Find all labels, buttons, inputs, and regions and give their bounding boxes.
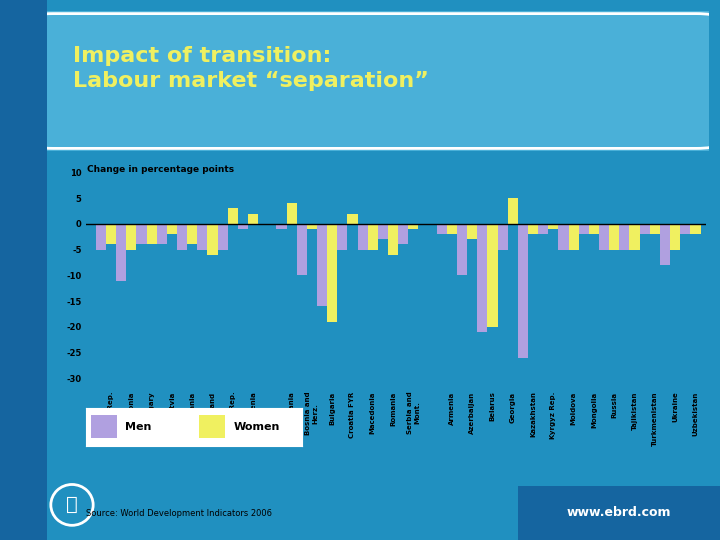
- Bar: [207, 224, 217, 255]
- Bar: [528, 224, 538, 234]
- Bar: [619, 224, 629, 249]
- Bar: [408, 224, 418, 229]
- Bar: [368, 224, 378, 249]
- Bar: [680, 224, 690, 234]
- Bar: [238, 224, 248, 229]
- Bar: [467, 224, 477, 239]
- Bar: [559, 224, 569, 249]
- Bar: [508, 198, 518, 224]
- Bar: [197, 224, 207, 249]
- Bar: [297, 224, 307, 275]
- FancyBboxPatch shape: [91, 415, 117, 438]
- Bar: [436, 224, 446, 234]
- Text: Ⓞ: Ⓞ: [66, 495, 78, 515]
- Bar: [589, 224, 599, 234]
- FancyBboxPatch shape: [199, 415, 225, 438]
- Bar: [398, 224, 408, 245]
- Bar: [106, 224, 116, 245]
- Bar: [248, 213, 258, 224]
- Bar: [457, 224, 467, 275]
- Bar: [660, 224, 670, 265]
- Text: Men: Men: [125, 422, 152, 431]
- Bar: [446, 224, 457, 234]
- Bar: [287, 203, 297, 224]
- Bar: [487, 224, 498, 327]
- Bar: [327, 224, 337, 322]
- Bar: [388, 224, 398, 255]
- Text: Impact of transition:
Labour market “separation”: Impact of transition: Labour market “sep…: [73, 46, 429, 91]
- Bar: [228, 208, 238, 224]
- Bar: [157, 224, 167, 245]
- Bar: [378, 224, 388, 239]
- Text: Source: World Development Indicators 2006: Source: World Development Indicators 200…: [86, 509, 272, 518]
- Bar: [136, 224, 147, 245]
- Bar: [358, 224, 368, 249]
- Bar: [348, 213, 358, 224]
- Bar: [167, 224, 177, 234]
- Bar: [548, 224, 559, 229]
- Bar: [126, 224, 136, 249]
- Bar: [498, 224, 508, 249]
- Bar: [670, 224, 680, 249]
- Bar: [579, 224, 589, 234]
- Bar: [337, 224, 348, 249]
- Bar: [96, 224, 106, 249]
- Bar: [639, 224, 649, 234]
- Text: Women: Women: [233, 422, 279, 431]
- Text: www.ebrd.com: www.ebrd.com: [567, 507, 672, 519]
- Bar: [116, 224, 126, 281]
- Bar: [307, 224, 317, 229]
- Bar: [690, 224, 701, 234]
- Bar: [649, 224, 660, 234]
- Bar: [599, 224, 609, 249]
- Bar: [187, 224, 197, 245]
- Bar: [518, 224, 528, 358]
- Bar: [177, 224, 187, 249]
- Bar: [538, 224, 548, 234]
- Bar: [276, 224, 287, 229]
- Bar: [217, 224, 228, 249]
- Bar: [317, 224, 327, 306]
- Bar: [147, 224, 157, 245]
- Bar: [609, 224, 619, 249]
- Text: Change in percentage points: Change in percentage points: [87, 165, 234, 173]
- FancyBboxPatch shape: [34, 14, 716, 148]
- Bar: [477, 224, 487, 332]
- Bar: [569, 224, 579, 249]
- Bar: [629, 224, 639, 249]
